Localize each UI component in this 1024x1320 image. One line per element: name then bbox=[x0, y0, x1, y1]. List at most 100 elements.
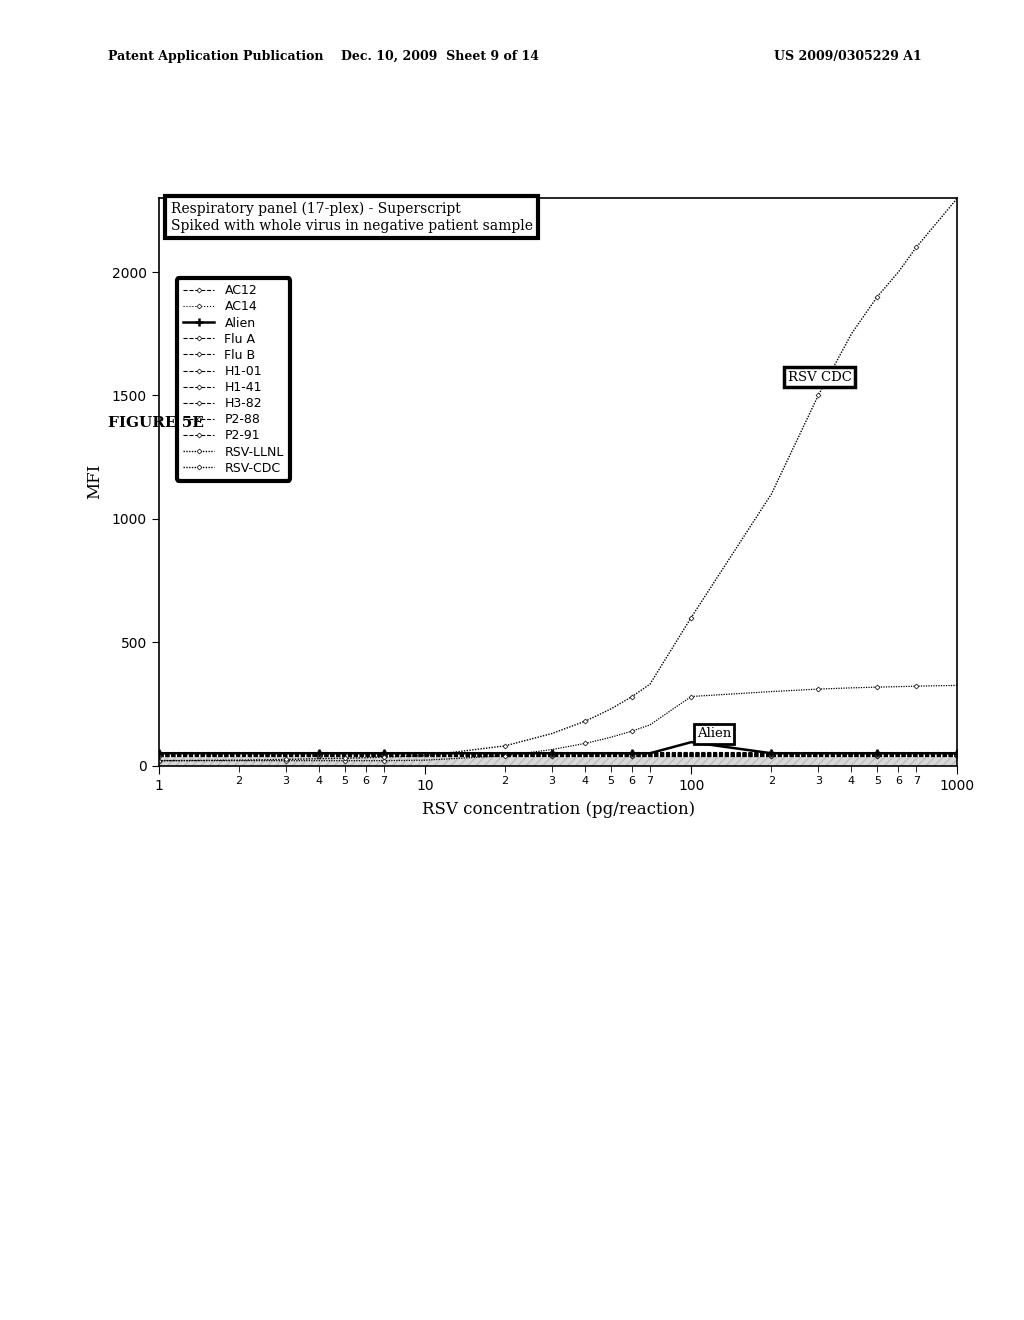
RSV-CDC bbox=[605, 701, 617, 717]
AC12 bbox=[546, 746, 558, 762]
Flu B bbox=[546, 748, 558, 764]
RSV-LLNL bbox=[313, 752, 326, 768]
Flu A bbox=[871, 744, 884, 760]
AC14 bbox=[892, 747, 904, 763]
Flu B bbox=[499, 748, 511, 764]
Alien bbox=[546, 746, 558, 762]
AC12 bbox=[339, 746, 351, 762]
Alien bbox=[232, 746, 245, 762]
P2-88 bbox=[685, 748, 697, 764]
Alien bbox=[359, 746, 372, 762]
P2-91 bbox=[232, 744, 245, 760]
H1-41 bbox=[685, 747, 697, 763]
P2-91 bbox=[313, 744, 326, 760]
AC14 bbox=[951, 747, 964, 763]
Alien bbox=[499, 746, 511, 762]
Text: FIGURE 5E: FIGURE 5E bbox=[108, 416, 204, 430]
P2-88 bbox=[313, 748, 326, 764]
Alien bbox=[685, 734, 697, 750]
Flu B bbox=[846, 748, 858, 764]
Text: Alien: Alien bbox=[697, 727, 731, 741]
RSV-LLNL bbox=[546, 742, 558, 758]
P2-91 bbox=[546, 744, 558, 760]
RSV-LLNL bbox=[846, 680, 858, 696]
Flu A bbox=[951, 744, 964, 760]
RSV-LLNL bbox=[644, 717, 656, 733]
P2-88 bbox=[644, 748, 656, 764]
AC12 bbox=[580, 746, 592, 762]
H1-41 bbox=[892, 747, 904, 763]
RSV-LLNL bbox=[339, 752, 351, 768]
P2-88 bbox=[280, 748, 292, 764]
RSV-CDC bbox=[580, 713, 592, 729]
Flu B bbox=[644, 748, 656, 764]
Line: AC14: AC14 bbox=[157, 752, 959, 756]
AC12 bbox=[910, 746, 923, 762]
RSV-LLNL bbox=[153, 752, 165, 768]
P2-88 bbox=[546, 748, 558, 764]
Flu B bbox=[626, 748, 638, 764]
Line: Flu B: Flu B bbox=[157, 754, 959, 758]
Flu A bbox=[419, 744, 431, 760]
H1-01 bbox=[812, 746, 824, 762]
RSV-CDC bbox=[812, 388, 824, 404]
H3-82 bbox=[644, 746, 656, 762]
H3-82 bbox=[499, 746, 511, 762]
P2-88 bbox=[846, 748, 858, 764]
H1-01 bbox=[359, 746, 372, 762]
H3-82 bbox=[232, 746, 245, 762]
AC12 bbox=[378, 746, 390, 762]
RSV-LLNL bbox=[765, 684, 777, 700]
RSV-CDC bbox=[910, 239, 923, 255]
Flu A bbox=[313, 744, 326, 760]
AC14 bbox=[499, 747, 511, 763]
Line: H1-01: H1-01 bbox=[157, 752, 959, 756]
H1-01 bbox=[685, 746, 697, 762]
H1-01 bbox=[910, 746, 923, 762]
AC14 bbox=[812, 747, 824, 763]
P2-91 bbox=[871, 744, 884, 760]
Text: US 2009/0305229 A1: US 2009/0305229 A1 bbox=[774, 50, 922, 63]
Legend: AC12, AC14, Alien, Flu A, Flu B, H1-01, H1-41, H3-82, P2-88, P2-91, RSV-LLNL, RS: AC12, AC14, Alien, Flu A, Flu B, H1-01, … bbox=[177, 279, 290, 480]
Flu B bbox=[580, 748, 592, 764]
H3-82 bbox=[280, 746, 292, 762]
H1-41 bbox=[280, 747, 292, 763]
AC14 bbox=[546, 747, 558, 763]
AC14 bbox=[313, 747, 326, 763]
Flu A bbox=[280, 744, 292, 760]
P2-88 bbox=[153, 748, 165, 764]
RSV-LLNL bbox=[685, 689, 697, 705]
P2-88 bbox=[626, 748, 638, 764]
P2-88 bbox=[605, 748, 617, 764]
AC12 bbox=[892, 746, 904, 762]
Flu B bbox=[605, 748, 617, 764]
Flu A bbox=[846, 744, 858, 760]
Flu B bbox=[871, 748, 884, 764]
Alien bbox=[580, 746, 592, 762]
Text: RSV CDC: RSV CDC bbox=[787, 371, 851, 384]
RSV-LLNL bbox=[910, 678, 923, 694]
P2-91 bbox=[605, 744, 617, 760]
H3-82 bbox=[892, 746, 904, 762]
RSV-CDC bbox=[892, 264, 904, 280]
H1-41 bbox=[846, 747, 858, 763]
H1-01 bbox=[580, 746, 592, 762]
AC12 bbox=[153, 746, 165, 762]
AC14 bbox=[626, 747, 638, 763]
AC12 bbox=[605, 746, 617, 762]
Y-axis label: MFI: MFI bbox=[86, 465, 103, 499]
AC12 bbox=[419, 746, 431, 762]
RSV-LLNL bbox=[359, 752, 372, 768]
P2-91 bbox=[846, 744, 858, 760]
RSV-CDC bbox=[313, 751, 326, 767]
RSV-LLNL bbox=[499, 748, 511, 764]
X-axis label: RSV concentration (pg/reaction): RSV concentration (pg/reaction) bbox=[422, 801, 694, 818]
P2-91 bbox=[644, 744, 656, 760]
Line: AC12: AC12 bbox=[157, 752, 959, 755]
H1-41 bbox=[359, 747, 372, 763]
Flu B bbox=[685, 748, 697, 764]
Flu A bbox=[232, 744, 245, 760]
AC12 bbox=[280, 746, 292, 762]
RSV-CDC bbox=[626, 689, 638, 705]
Flu B bbox=[280, 748, 292, 764]
